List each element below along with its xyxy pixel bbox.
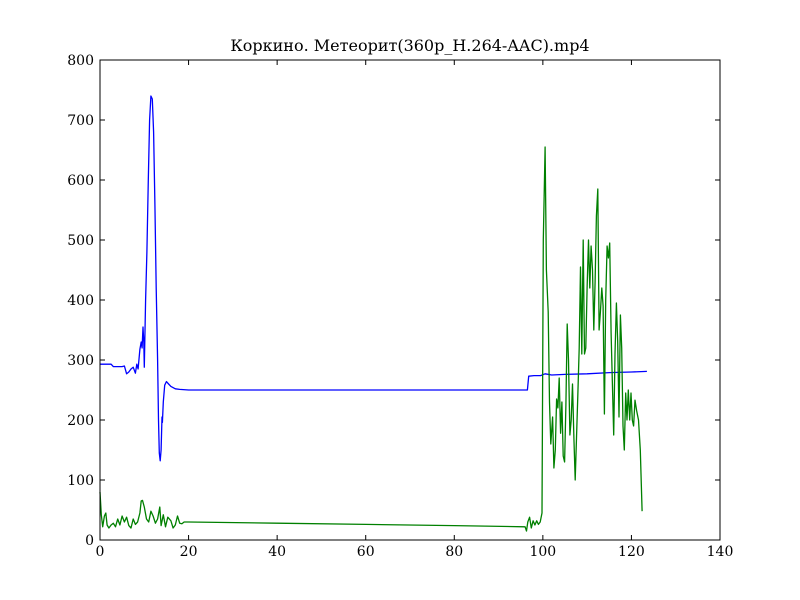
y-tick-label: 800 — [67, 53, 94, 69]
y-tick-label: 100 — [67, 473, 94, 489]
plot-background — [100, 60, 720, 540]
x-tick-label: 80 — [445, 544, 463, 560]
x-tick-label: 60 — [357, 544, 375, 560]
plot-frame — [99, 59, 721, 541]
x-tick-label: 120 — [618, 544, 645, 560]
y-tick-label: 700 — [67, 113, 94, 129]
series-line-2 — [99, 146, 643, 532]
y-tick-label: 300 — [67, 353, 94, 369]
x-tick-label: 140 — [707, 544, 734, 560]
series-line-1 — [100, 95, 647, 462]
chart-title: Коркино. Метеорит(360p_H.264-AAC).mp4 — [230, 36, 589, 55]
y-tick-label: 600 — [67, 173, 94, 189]
y-tick-label: 200 — [67, 413, 94, 429]
series-layer — [99, 95, 647, 532]
x-tick-label: 40 — [268, 544, 286, 560]
x-tick-label: 0 — [96, 544, 105, 560]
y-tick-label: 500 — [67, 233, 94, 249]
x-tick-label: 20 — [180, 544, 198, 560]
y-tick-label: 400 — [67, 293, 94, 309]
ticks-layer: 0 20 40 60 80 100 120 140 0 100 200 300 400 500 600 700… — [67, 53, 733, 560]
x-tick-label: 100 — [529, 544, 556, 560]
y-tick-label: 0 — [85, 533, 94, 549]
